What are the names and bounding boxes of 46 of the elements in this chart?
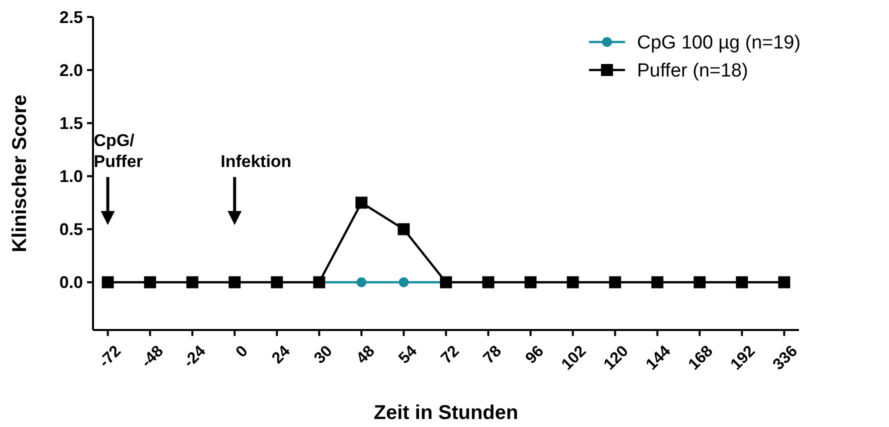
legend-label: CpG 100 µg (n=19) [637,32,801,54]
legend-label: Puffer (n=18) [637,60,748,82]
point [609,276,622,288]
x-axis-title: Zeit in Stunden [374,402,518,424]
x-tick-label: 24 [269,342,294,368]
point [778,276,790,288]
x-tick-label: 168 [686,342,716,374]
y-tick-label: 1.0 [59,167,83,186]
x-tick-label: -48 [138,342,167,372]
annotation: CpG/ Puffer [94,131,144,171]
point [186,276,198,288]
x-tick-label: 72 [438,342,463,368]
annotation: Infektion [220,152,292,171]
point [694,276,706,288]
point [398,223,410,236]
point [566,276,579,288]
x-tick-label: 96 [522,342,548,368]
point [228,276,241,288]
x-tick-label: 102 [558,342,590,374]
y-tick-label: 2.0 [59,61,83,80]
point [651,276,664,288]
point [355,196,368,209]
y-tick-label: 2.5 [59,8,83,27]
x-tick-label: 54 [396,342,421,368]
y-tick-label: 0.5 [59,220,83,240]
x-tick-label: -72 [96,342,125,372]
x-tick-label: 144 [643,342,674,374]
y-axis-title: Klinischer Score [9,94,31,252]
point [270,276,283,288]
x-tick-label: 336 [770,342,802,374]
point [736,276,748,288]
point [482,276,494,288]
y-tick-label: 0.0 [59,273,83,292]
y-tick-label: 1.5 [59,114,83,134]
point [356,277,366,288]
x-tick-label: 30 [311,342,336,368]
x-tick-label: 48 [354,342,378,368]
x-tick-label: 78 [480,342,506,368]
point [144,276,156,288]
point [102,276,114,288]
x-tick-label: 192 [728,342,759,374]
x-tick-label: -24 [180,342,210,372]
x-tick-label: 120 [600,342,632,374]
x-tick-label: 0 [233,342,252,362]
point [524,276,537,288]
point [398,277,409,288]
